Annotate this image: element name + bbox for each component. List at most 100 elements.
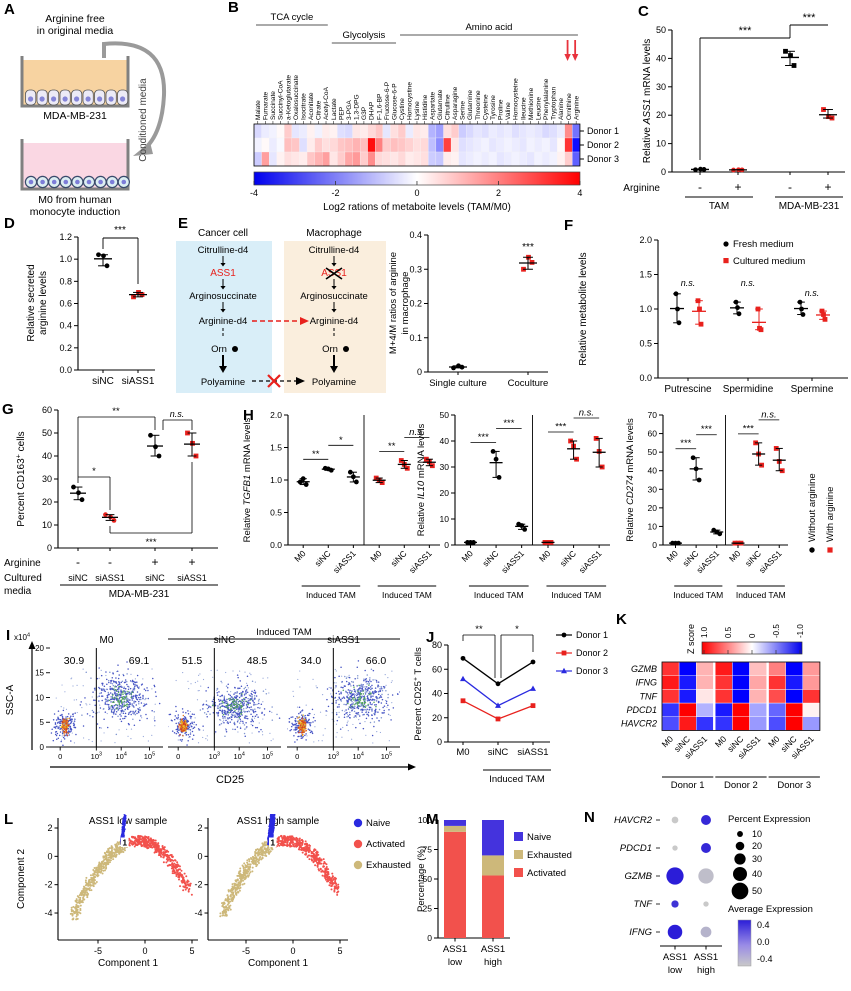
svg-text:0.0: 0.0: [639, 373, 652, 383]
svg-text:Donor 2: Donor 2: [576, 648, 608, 658]
svg-text:Induced TAM: Induced TAM: [382, 590, 432, 600]
svg-text:0: 0: [414, 188, 419, 198]
svg-text:n.s.: n.s.: [681, 278, 696, 288]
svg-text:M+4/M ratios of arginine: M+4/M ratios of arginine: [388, 252, 399, 354]
panel-f-plot: 0.0 0.5 1.0 1.5 2.0 Relative metabolite level…: [578, 235, 848, 395]
svg-text:n.s.: n.s.: [761, 409, 776, 420]
svg-text:5: 5: [40, 718, 45, 727]
svg-text:media: media: [4, 586, 32, 597]
svg-text:Induced TAM: Induced TAM: [474, 590, 524, 600]
svg-text:Fresh medium: Fresh medium: [733, 239, 794, 250]
panel-h-plots: 0.0 0.5 1.0 1.5 2.0 Relative TGFB1 mRNA level…: [242, 408, 836, 601]
svg-text:n.s.: n.s.: [170, 409, 185, 419]
svg-text:0: 0: [176, 752, 180, 761]
svg-text:arginine levels: arginine levels: [38, 271, 49, 335]
svg-text:siNC: siNC: [214, 635, 236, 646]
svg-text:in macrophage: in macrophage: [400, 272, 411, 335]
svg-text:TAM: TAM: [709, 201, 729, 212]
svg-text:2: 2: [197, 823, 202, 833]
svg-text:siASS1: siASS1: [757, 548, 784, 575]
svg-text:Orn: Orn: [322, 344, 338, 355]
svg-text:Component 1: Component 1: [98, 958, 158, 969]
svg-text:Citrate: Citrate: [316, 100, 323, 120]
svg-text:M0 from human: M0 from human: [38, 194, 112, 206]
svg-text:Succinate: Succinate: [270, 91, 277, 120]
svg-text:0: 0: [290, 946, 295, 956]
panel-k-label: K: [616, 611, 627, 628]
svg-text:Methionine: Methionine: [528, 87, 535, 120]
svg-text:***: ***: [701, 424, 712, 435]
svg-text:0.8: 0.8: [59, 276, 72, 286]
svg-text:-4: -4: [194, 908, 202, 918]
svg-text:40: 40: [42, 451, 52, 461]
svg-text:siNC: siNC: [92, 376, 114, 387]
svg-text:Glucose-6-P: Glucose-6-P: [391, 83, 398, 120]
svg-text:Percent CD25+ T cells: Percent CD25+ T cells: [413, 647, 425, 741]
svg-text:Valine: Valine: [505, 102, 512, 120]
svg-text:104: 104: [353, 752, 364, 762]
svg-text:Leucine: Leucine: [535, 97, 542, 120]
svg-text:0.4: 0.4: [59, 321, 72, 331]
svg-text:1.0: 1.0: [700, 626, 709, 638]
svg-text:0: 0: [437, 737, 442, 747]
svg-text:0: 0: [652, 540, 657, 550]
svg-text:1.5: 1.5: [270, 443, 282, 453]
svg-text:Malate: Malate: [255, 100, 262, 120]
panel-d-label: D: [4, 215, 15, 232]
svg-text:Serine: Serine: [460, 101, 467, 120]
svg-text:0: 0: [661, 167, 666, 177]
svg-text:10: 10: [648, 521, 658, 531]
svg-text:0: 0: [58, 752, 62, 761]
svg-text:Polyamine: Polyamine: [312, 377, 356, 388]
svg-text:Glutamate: Glutamate: [437, 89, 444, 120]
svg-text:48.5: 48.5: [247, 655, 268, 667]
panel-j-label: J: [426, 629, 435, 646]
svg-text:Arginosuccinate: Arginosuccinate: [300, 291, 368, 302]
svg-text:***: ***: [743, 423, 754, 434]
svg-text:siASS1: siASS1: [327, 635, 360, 646]
svg-text:*: *: [339, 435, 343, 446]
svg-text:IFNG: IFNG: [636, 678, 658, 688]
svg-text:10: 10: [42, 520, 52, 530]
svg-text:Donor 2: Donor 2: [587, 140, 619, 150]
svg-text:1.0: 1.0: [639, 304, 652, 314]
svg-text:0: 0: [142, 946, 147, 956]
svg-text:Tryptophan: Tryptophan: [551, 87, 558, 120]
svg-text:Arginine: Arginine: [623, 183, 660, 194]
svg-text:Aconitate: Aconitate: [308, 92, 315, 120]
svg-text:105: 105: [144, 752, 155, 762]
svg-text:Threonine: Threonine: [475, 90, 482, 120]
svg-text:***: ***: [680, 438, 691, 449]
svg-text:0.5: 0.5: [270, 508, 282, 518]
svg-text:M0: M0: [368, 548, 384, 564]
svg-text:a-Ketoglutarate: a-Ketoglutarate: [285, 75, 292, 120]
svg-text:0: 0: [444, 540, 449, 550]
svg-text:Arginine-d4: Arginine-d4: [199, 316, 248, 327]
svg-text:0.1: 0.1: [409, 333, 422, 343]
svg-text:104: 104: [116, 752, 127, 762]
svg-text:*: *: [515, 624, 519, 635]
svg-text:105: 105: [381, 752, 392, 762]
svg-text:103: 103: [328, 752, 339, 762]
svg-text:80: 80: [432, 640, 442, 650]
svg-text:Proline: Proline: [498, 99, 505, 120]
svg-text:TNF: TNF: [640, 691, 658, 701]
svg-text:MDA-MB-231: MDA-MB-231: [43, 110, 107, 122]
panel-a-label: A: [4, 1, 15, 18]
svg-text:0.6: 0.6: [59, 299, 72, 309]
svg-text:60: 60: [42, 405, 52, 415]
svg-text:20: 20: [35, 644, 44, 653]
panel-g-label: G: [2, 401, 14, 418]
svg-text:2: 2: [47, 823, 52, 833]
svg-text:50: 50: [648, 447, 658, 457]
svg-text:siNC: siNC: [389, 548, 409, 568]
svg-text:M0: M0: [100, 635, 114, 646]
svg-text:+: +: [151, 555, 158, 569]
svg-text:50: 50: [42, 428, 52, 438]
panel-m-label: M: [426, 811, 439, 828]
svg-text:Conditioned media: Conditioned media: [138, 78, 149, 162]
svg-text:siNC: siNC: [488, 747, 509, 758]
